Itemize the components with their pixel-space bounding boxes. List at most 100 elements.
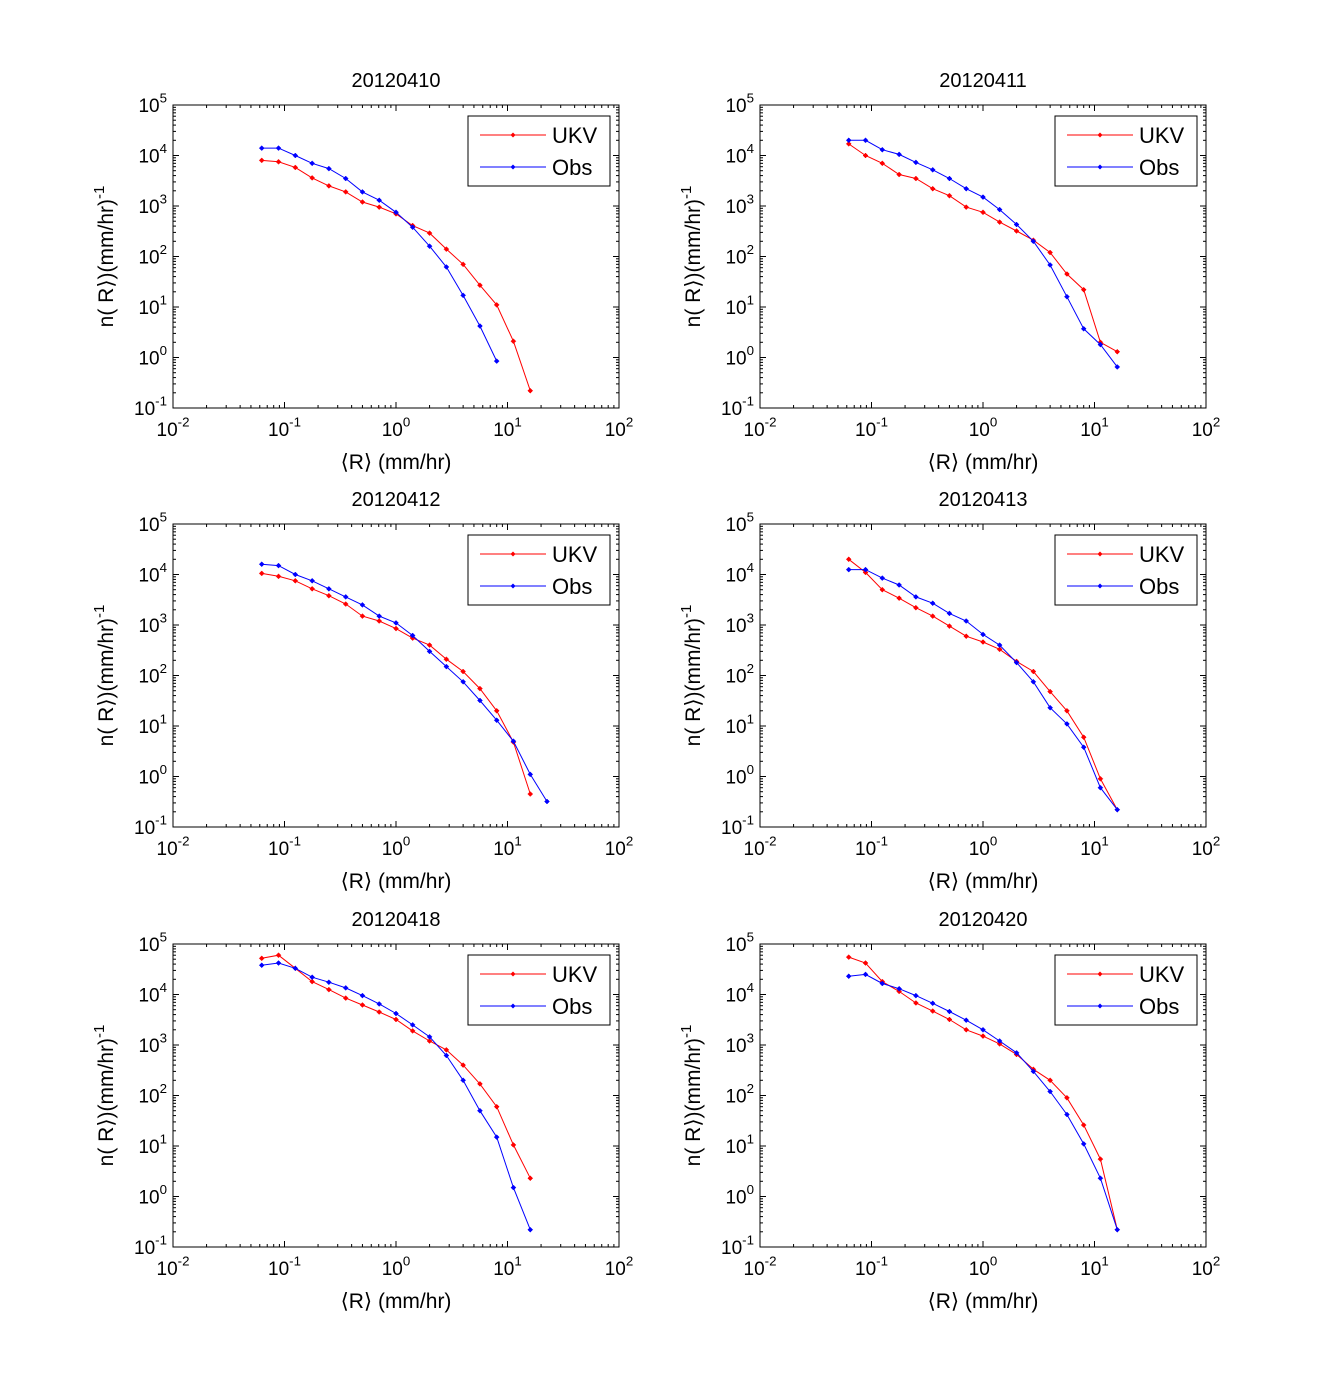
y-tick-label-base: 10 — [725, 1036, 746, 1057]
y-tick-label: 101 — [138, 712, 167, 739]
data-point-Obs — [359, 992, 366, 999]
y-tick-label-exponent: 0 — [160, 762, 167, 777]
data-point-Obs — [309, 974, 316, 981]
legend-marker-UKV — [1097, 971, 1103, 977]
data-point-Obs — [1080, 744, 1087, 751]
legend-label-Obs: Obs — [552, 994, 592, 1019]
y-tick-label: 102 — [138, 1081, 167, 1108]
data-point-UKV — [963, 204, 970, 210]
data-point-UKV — [326, 986, 332, 993]
x-tick-label-base: 10 — [382, 1259, 403, 1280]
x-tick-label-exponent: 2 — [1213, 1254, 1220, 1269]
data-point-UKV — [376, 1009, 383, 1015]
y-tick-label-base: 10 — [138, 986, 159, 1007]
x-tick-label: 102 — [1192, 1254, 1221, 1281]
data-point-Obs — [443, 1052, 450, 1059]
y-tick-label-exponent: 1 — [747, 293, 754, 308]
y-tick-label-exponent: -1 — [742, 1233, 754, 1248]
series-line-UKV — [261, 572, 531, 795]
data-point-Obs — [292, 571, 299, 578]
x-tick-label-base: 10 — [744, 839, 765, 860]
legend-marker-Obs — [510, 1003, 516, 1009]
x-tick-label: 102 — [1192, 834, 1221, 861]
data-point-Obs — [426, 1033, 433, 1040]
data-point-Obs — [326, 979, 332, 986]
data-point-Obs — [460, 678, 466, 685]
x-tick-label-base: 10 — [1080, 420, 1101, 441]
y-tick-label-base: 10 — [138, 667, 159, 688]
y-tick-label: 102 — [725, 661, 754, 688]
data-point-UKV — [1064, 707, 1070, 714]
x-tick-label-base: 10 — [1192, 839, 1213, 860]
data-point-UKV — [946, 192, 953, 199]
data-point-Obs — [443, 663, 450, 670]
y-tick-label-base: 10 — [138, 1036, 159, 1057]
x-tick-label: 10-1 — [855, 1254, 888, 1281]
data-point-Obs — [409, 632, 416, 639]
data-point-UKV — [326, 183, 332, 189]
y-tick-label: 100 — [725, 343, 754, 370]
x-tick-label-exponent: 2 — [626, 834, 633, 849]
data-point-Obs — [527, 771, 534, 778]
data-point-UKV — [426, 642, 433, 648]
y-axis-label: n( R⟩)(mm/hr)-1 — [91, 1025, 118, 1167]
y-axis-label-text: n( R⟩)(mm/hr) — [682, 618, 705, 746]
x-tick-label-exponent: -2 — [178, 1254, 190, 1269]
data-point-UKV — [393, 625, 399, 632]
y-tick-label: 101 — [725, 1132, 754, 1159]
data-point-UKV — [1097, 1156, 1104, 1162]
y-tick-label: 10-1 — [134, 1233, 167, 1260]
x-tick-label: 10-1 — [855, 834, 888, 861]
x-axis-label: ⟨R⟩ (mm/hr) — [928, 1290, 1039, 1313]
data-point-Obs — [896, 985, 903, 992]
data-point-Obs — [1114, 364, 1121, 370]
y-tick-label-exponent: 1 — [160, 712, 167, 727]
x-tick-label-exponent: -2 — [178, 415, 190, 430]
y-tick-label-exponent: 3 — [747, 1031, 754, 1046]
data-point-UKV — [510, 1142, 517, 1148]
y-tick-label: 100 — [725, 1182, 754, 1209]
x-tick-label-base: 10 — [157, 1259, 178, 1280]
data-point-Obs — [527, 1226, 534, 1233]
y-tick-label: 102 — [725, 1081, 754, 1108]
data-point-UKV — [527, 1175, 534, 1182]
data-point-UKV — [493, 707, 500, 714]
x-tick-label-base: 10 — [605, 1259, 626, 1280]
y-tick-label-base: 10 — [138, 1188, 159, 1209]
data-point-Obs — [510, 738, 517, 745]
y-axis-label-text: n( R⟩)(mm/hr) — [95, 199, 118, 327]
legend-box — [1054, 115, 1198, 187]
chart-title: 20120418 — [352, 909, 441, 931]
y-tick-label-base: 10 — [725, 986, 746, 1007]
data-point-UKV — [477, 685, 483, 692]
data-point-UKV — [1013, 228, 1020, 234]
legend-label-UKV: UKV — [552, 962, 598, 987]
x-tick-label: 10-1 — [855, 415, 888, 442]
y-tick-label-exponent: 0 — [747, 762, 754, 777]
data-point-UKV — [326, 592, 332, 599]
data-point-UKV — [275, 158, 282, 165]
y-tick-label-base: 10 — [138, 96, 159, 117]
x-tick-label-base: 10 — [969, 839, 990, 860]
data-point-Obs — [996, 1038, 1003, 1044]
y-tick-label-exponent: 3 — [747, 611, 754, 626]
y-tick-label: 101 — [138, 293, 167, 320]
data-point-Obs — [1097, 341, 1104, 348]
x-tick-label: 101 — [493, 834, 522, 861]
x-tick-label-exponent: 1 — [514, 834, 521, 849]
y-tick-label-base: 10 — [725, 1087, 746, 1108]
x-tick-label: 10-2 — [744, 834, 777, 861]
data-point-Obs — [946, 1008, 953, 1015]
x-tick-label-base: 10 — [605, 839, 626, 860]
data-point-Obs — [963, 1017, 970, 1024]
data-point-Obs — [1047, 262, 1053, 268]
data-point-UKV — [1097, 775, 1104, 782]
y-tick-label-base: 10 — [721, 1238, 742, 1259]
legend-marker-UKV — [1097, 132, 1103, 138]
x-tick-label-base: 10 — [744, 420, 765, 441]
legend-marker-UKV — [1097, 551, 1103, 557]
y-axis-label-exponent: -1 — [678, 1025, 695, 1038]
data-point-Obs — [544, 798, 550, 805]
y-tick-label-base: 10 — [138, 566, 159, 587]
y-axis-label-text: n( R⟩)(mm/hr) — [95, 1038, 118, 1166]
